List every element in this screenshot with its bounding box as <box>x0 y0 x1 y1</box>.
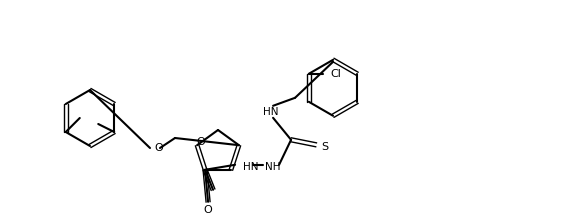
Text: O: O <box>197 137 205 147</box>
Text: O: O <box>154 143 163 153</box>
Text: S: S <box>321 142 328 152</box>
Text: Cl: Cl <box>331 69 342 79</box>
Text: O: O <box>204 205 213 215</box>
Text: NH: NH <box>265 162 280 172</box>
Text: HN: HN <box>243 162 259 172</box>
Text: HN: HN <box>263 107 279 117</box>
